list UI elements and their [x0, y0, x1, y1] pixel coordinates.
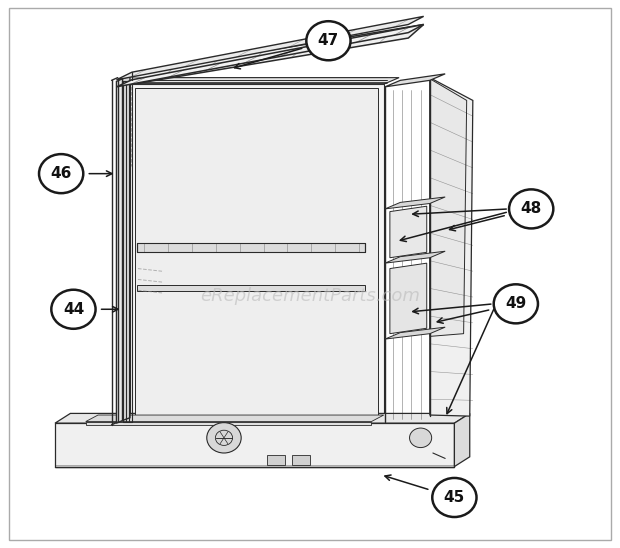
Text: 49: 49	[505, 296, 526, 311]
Polygon shape	[130, 84, 384, 420]
Polygon shape	[86, 421, 371, 425]
Polygon shape	[430, 78, 473, 416]
Polygon shape	[86, 415, 384, 421]
Text: 47: 47	[318, 33, 339, 48]
Circle shape	[509, 190, 553, 229]
Circle shape	[432, 478, 477, 517]
Text: 46: 46	[50, 166, 72, 181]
Polygon shape	[123, 76, 130, 420]
Circle shape	[494, 284, 538, 323]
Polygon shape	[55, 423, 454, 466]
Polygon shape	[385, 197, 445, 209]
Circle shape	[410, 428, 432, 448]
Polygon shape	[385, 74, 445, 87]
Bar	[291, 455, 310, 465]
Text: eReplacementParts.com: eReplacementParts.com	[200, 287, 420, 305]
Polygon shape	[137, 285, 365, 292]
Bar	[267, 455, 285, 465]
Circle shape	[207, 423, 241, 453]
Polygon shape	[55, 413, 470, 423]
Text: 44: 44	[63, 302, 84, 317]
Polygon shape	[385, 327, 445, 339]
Polygon shape	[390, 206, 427, 258]
Polygon shape	[117, 16, 423, 80]
Polygon shape	[390, 263, 427, 334]
Circle shape	[306, 21, 350, 60]
Polygon shape	[117, 25, 423, 87]
Polygon shape	[430, 79, 467, 336]
Polygon shape	[454, 413, 470, 466]
Polygon shape	[385, 251, 445, 263]
Polygon shape	[135, 88, 378, 416]
Polygon shape	[117, 25, 423, 87]
Polygon shape	[117, 79, 123, 423]
Circle shape	[51, 290, 95, 329]
Text: 45: 45	[444, 490, 465, 505]
Polygon shape	[137, 243, 365, 252]
Polygon shape	[130, 78, 399, 84]
Circle shape	[39, 154, 83, 193]
Text: 48: 48	[521, 202, 542, 216]
